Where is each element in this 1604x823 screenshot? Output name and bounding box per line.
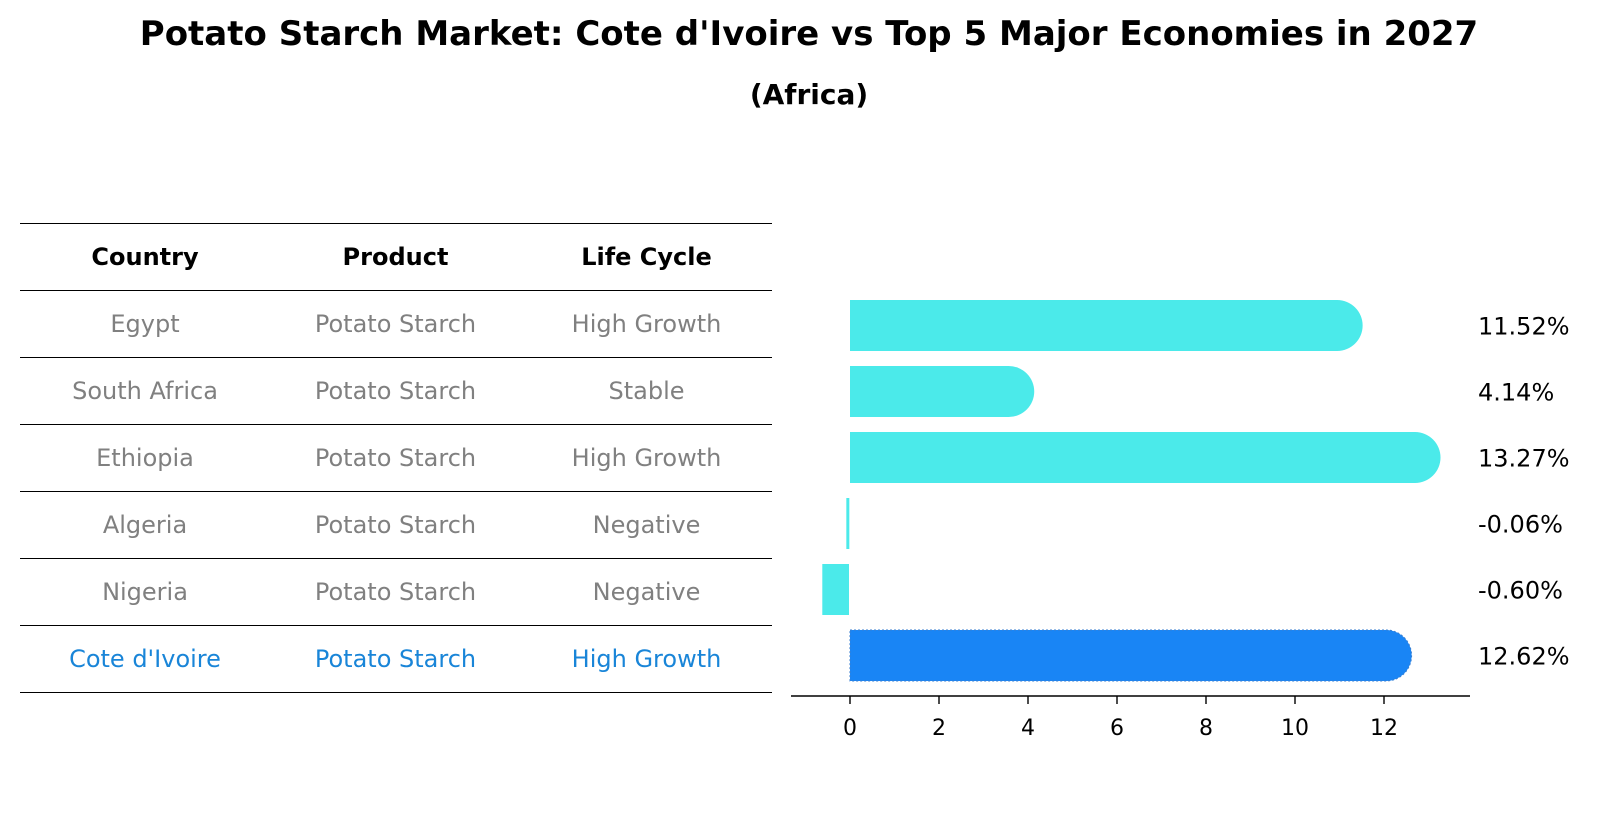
table-row: Egypt Potato Starch High Growth [20,290,772,358]
cell-country: South Africa [20,357,270,425]
bar-south-africa [850,366,1035,417]
table-row: Nigeria Potato Starch Negative [20,558,772,626]
cell-life-cycle: High Growth [521,290,772,358]
cell-product: Potato Starch [270,424,521,492]
bar-egypt [850,300,1363,351]
cell-life-cycle: Negative [521,491,772,559]
value-label: 13.27% [1478,445,1570,473]
x-tick-label: 2 [932,716,946,741]
table-row: South Africa Potato Starch Stable [20,357,772,425]
bar-ethiopia [850,432,1441,483]
bar-nigeria [822,564,849,615]
table-row: Ethiopia Potato Starch High Growth [20,424,772,492]
table-row-highlight: Cote d'Ivoire Potato Starch High Growth [20,625,772,693]
cell-country: Algeria [20,491,270,559]
header-product: Product [270,223,521,291]
cell-country: Cote d'Ivoire [20,625,270,693]
chart-title: Potato Starch Market: Cote d'Ivoire vs T… [139,14,1479,54]
value-label: 12.62% [1478,643,1570,671]
cell-product: Potato Starch [270,357,521,425]
header-country: Country [20,223,270,291]
cell-country: Egypt [20,290,270,358]
value-label: -0.60% [1478,577,1563,605]
cell-country: Ethiopia [20,424,270,492]
bar-cote-d-ivoire [849,629,1413,682]
cell-country: Nigeria [20,558,270,626]
value-label: -0.06% [1478,511,1563,539]
cell-product: Potato Starch [270,558,521,626]
value-label: 11.52% [1478,313,1570,341]
cell-product: Potato Starch [270,625,521,693]
x-tick-label: 10 [1281,716,1309,741]
x-tick-label: 12 [1370,716,1398,741]
chart-subtitle: (Africa) [749,78,869,111]
cell-life-cycle: Stable [521,357,772,425]
cell-life-cycle: High Growth [521,625,772,693]
comparison-table: Country Product Life Cycle Egypt Potato … [20,223,772,693]
x-tick-label: 0 [843,716,857,741]
cell-life-cycle: Negative [521,558,772,626]
cell-life-cycle: High Growth [521,424,772,492]
cell-product: Potato Starch [270,290,521,358]
x-tick-label: 4 [1021,716,1035,741]
value-label: 4.14% [1478,379,1554,407]
x-tick-label: 8 [1199,716,1213,741]
x-tick-label: 6 [1110,716,1124,741]
cell-product: Potato Starch [270,491,521,559]
header-life-cycle: Life Cycle [521,223,772,291]
bar-algeria [846,498,850,549]
table-header-row: Country Product Life Cycle [20,223,772,291]
table-row: Algeria Potato Starch Negative [20,491,772,559]
